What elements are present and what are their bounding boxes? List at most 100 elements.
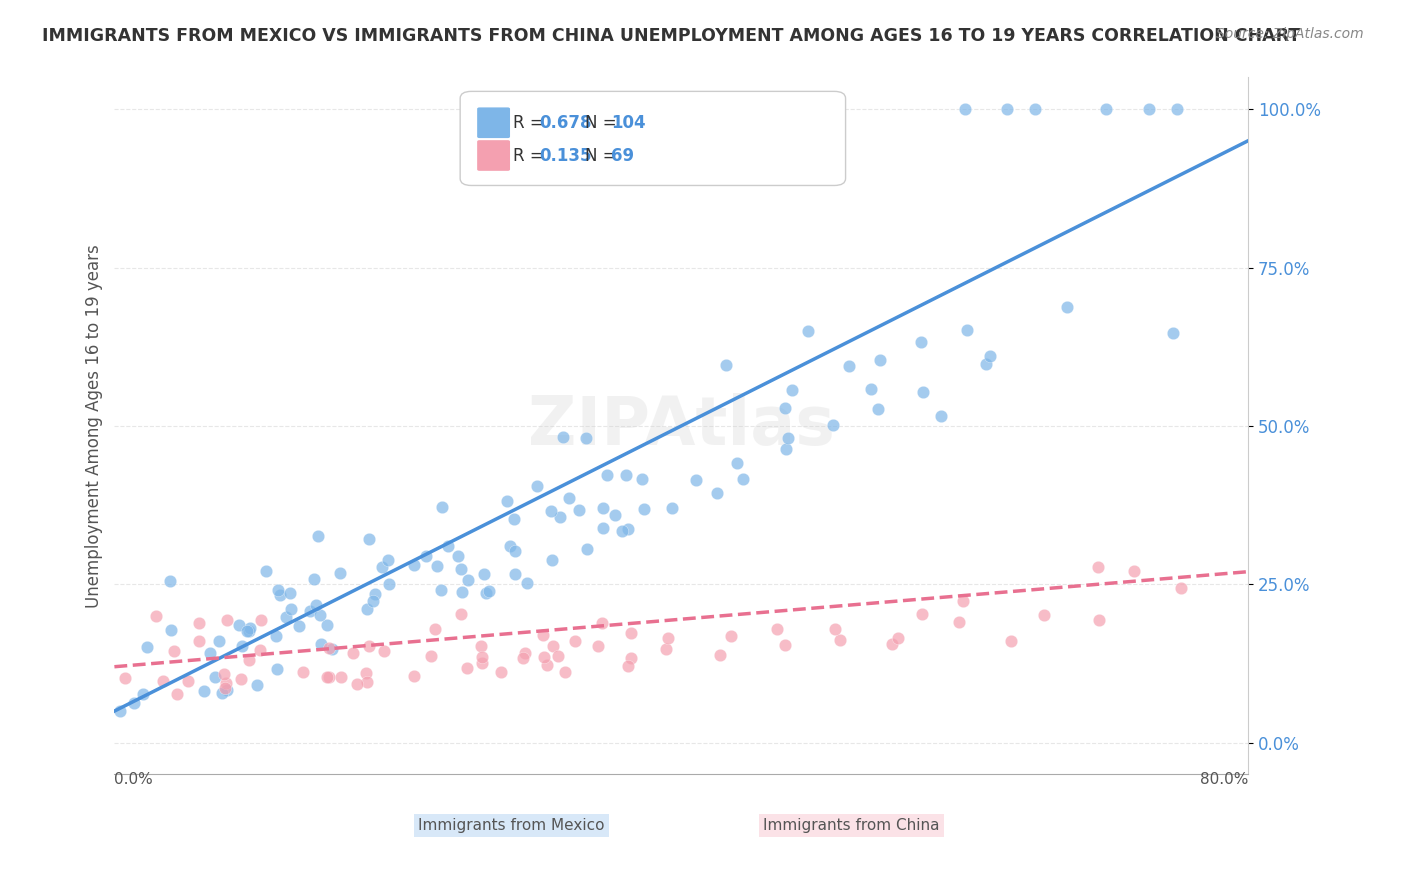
Point [457, 574, 479, 588]
Point [114, 672, 136, 686]
Text: Immigrants from Mexico: Immigrants from Mexico [418, 818, 605, 833]
Point [617, 522, 640, 536]
Text: N =: N = [585, 146, 621, 164]
Point [1000, 634, 1022, 648]
Text: R =: R = [513, 146, 550, 164]
Point [254, 564, 277, 578]
Point [159, 574, 181, 588]
Point [250, 613, 273, 627]
Point [373, 644, 395, 658]
Point [267, 582, 290, 597]
Point [316, 617, 339, 632]
FancyBboxPatch shape [460, 91, 845, 186]
Point [215, 613, 238, 627]
Point [420, 648, 443, 663]
Point [318, 670, 340, 684]
Point [824, 622, 846, 636]
Point [631, 472, 654, 486]
FancyBboxPatch shape [477, 107, 510, 138]
Point [471, 656, 494, 670]
Point [1378, 102, 1400, 116]
Point [471, 649, 494, 664]
Point [298, 604, 321, 618]
Point [280, 586, 302, 600]
Point [586, 639, 609, 653]
Point [548, 509, 571, 524]
Point [308, 608, 330, 623]
Point [1087, 560, 1109, 574]
Point [364, 587, 387, 601]
Point [1088, 613, 1111, 627]
Point [685, 473, 707, 487]
Point [948, 615, 970, 629]
Point [342, 646, 364, 660]
Text: R =: R = [513, 114, 550, 132]
Point [430, 583, 453, 598]
Point [1056, 301, 1078, 315]
Point [198, 646, 221, 660]
Point [215, 683, 238, 698]
Point [269, 588, 291, 602]
Point [152, 674, 174, 689]
Point [505, 544, 527, 558]
Text: 0.678: 0.678 [540, 114, 592, 132]
Point [929, 409, 952, 423]
Point [309, 637, 332, 651]
Point [617, 658, 640, 673]
Text: 0.0%: 0.0% [114, 772, 153, 787]
Point [122, 696, 145, 710]
Point [415, 549, 437, 564]
Point [880, 637, 903, 651]
Point [1123, 564, 1146, 578]
Point [869, 353, 891, 368]
Point [288, 619, 311, 633]
Point [516, 575, 538, 590]
Point [536, 657, 558, 672]
Point [773, 401, 796, 416]
Point [356, 666, 378, 681]
Point [775, 442, 797, 457]
Point [377, 553, 399, 567]
Point [610, 524, 633, 539]
Point [1032, 607, 1054, 622]
Point [330, 670, 353, 684]
Point [591, 615, 613, 630]
Point [193, 684, 215, 698]
Point [163, 644, 186, 658]
Point [910, 335, 932, 350]
Point [188, 634, 211, 648]
Point [503, 566, 526, 581]
Point [447, 549, 470, 564]
Point [496, 493, 519, 508]
Point [1163, 326, 1185, 341]
Point [239, 621, 262, 635]
Point [513, 646, 536, 660]
Point [614, 468, 637, 483]
Point [188, 616, 211, 631]
Point [238, 624, 260, 638]
Point [132, 687, 155, 701]
Text: 80.0%: 80.0% [1199, 772, 1249, 787]
Point [236, 624, 259, 639]
Point [828, 633, 851, 648]
Text: 69: 69 [612, 146, 634, 164]
Point [733, 472, 755, 486]
Point [778, 431, 800, 445]
Point [568, 503, 591, 517]
Point [976, 358, 998, 372]
Point [995, 102, 1018, 116]
Point [1024, 102, 1046, 116]
Point [541, 639, 564, 653]
Point [541, 553, 564, 567]
Point [655, 642, 678, 657]
Point [361, 593, 384, 607]
Text: ZIPAtlas: ZIPAtlas [527, 393, 835, 459]
Point [575, 542, 598, 557]
Point [766, 622, 789, 636]
Point [859, 382, 882, 396]
Point [475, 586, 498, 600]
Text: N =: N = [585, 114, 621, 132]
Point [720, 629, 742, 643]
Point [357, 532, 380, 546]
Point [470, 639, 492, 653]
